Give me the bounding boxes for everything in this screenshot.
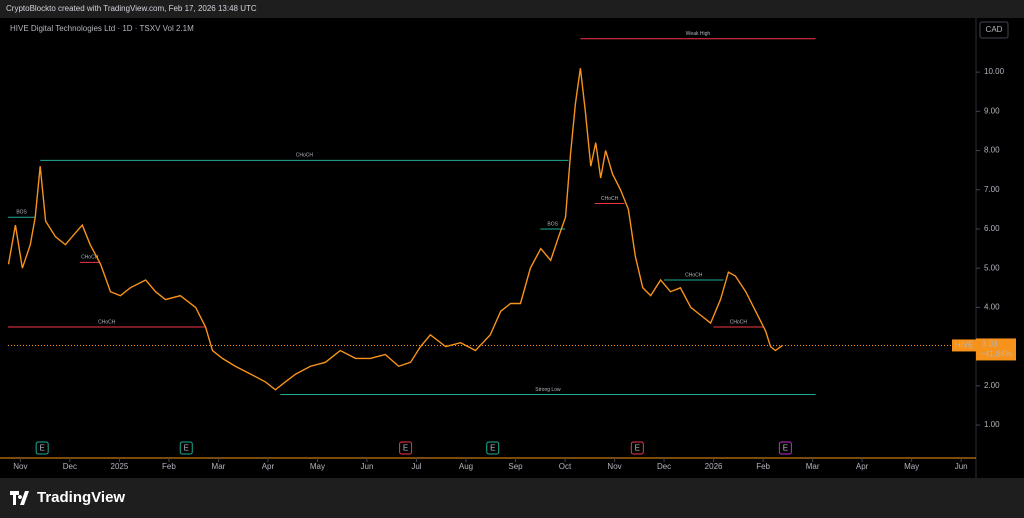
- price-line: [7, 68, 783, 391]
- earnings-label: E: [490, 444, 495, 453]
- x-tick-label: 2025: [111, 462, 129, 471]
- x-tick-label: Jun: [361, 462, 374, 471]
- structure-label: Weak High: [686, 31, 711, 37]
- y-tick-label: 9.00: [984, 106, 1000, 115]
- symbol-name: HIVE: [955, 341, 974, 350]
- structure-label: CHoCH: [296, 153, 314, 159]
- earnings-marker: [399, 441, 413, 455]
- x-tick-label: Jun: [955, 462, 968, 471]
- earnings-label: E: [635, 444, 640, 453]
- x-tick-label: Dec: [63, 462, 77, 471]
- structure-label: BOS: [16, 210, 27, 216]
- x-tick-label: Mar: [212, 462, 226, 471]
- change: −41.84%: [980, 350, 1012, 359]
- x-tick-label: Feb: [162, 462, 176, 471]
- y-tick-label: 4.00: [984, 303, 1000, 312]
- earnings-label: E: [184, 444, 189, 453]
- x-tick-label: Feb: [756, 462, 770, 471]
- chart: CAD HIVE Digital Technologies Ltd · 1D ·…: [0, 18, 1024, 478]
- structure-label: CHoCH: [730, 319, 748, 325]
- earnings-marker: [486, 441, 500, 455]
- earnings-marker: [35, 441, 49, 455]
- structure-label: CHoCH: [98, 319, 116, 325]
- x-tick-label: Mar: [806, 462, 820, 471]
- x-tick-label: May: [904, 462, 919, 471]
- x-tick-label: Apr: [262, 462, 275, 471]
- symbol-tag: [952, 339, 976, 352]
- structure-label: BOS: [547, 221, 558, 227]
- y-tick-label: 1.00: [984, 420, 1000, 429]
- x-tick-label: Jul: [411, 462, 421, 471]
- y-tick-label: 7.00: [984, 185, 1000, 194]
- footer: TradingView: [0, 478, 1024, 518]
- currency: CAD: [986, 25, 1003, 34]
- currency-box[interactable]: [979, 21, 1009, 39]
- x-tick-label: Apr: [856, 462, 869, 471]
- x-tick-label: Sep: [508, 462, 523, 471]
- x-tick-label: Dec: [657, 462, 671, 471]
- y-tick-label: 6.00: [984, 224, 1000, 233]
- x-tick-label: May: [310, 462, 325, 471]
- earnings-marker: [179, 441, 193, 455]
- brand: TradingView: [37, 489, 126, 506]
- structure-label: CHoCH: [601, 196, 619, 202]
- symbol-title: HIVE Digital Technologies Ltd · 1D · TSX…: [10, 24, 194, 33]
- y-tick-label: 8.00: [984, 146, 1000, 155]
- earnings-label: E: [403, 444, 408, 453]
- earnings-marker: [630, 441, 644, 455]
- x-tick-label: 2026: [705, 462, 723, 471]
- earnings-marker: [778, 441, 792, 455]
- earnings-label: E: [783, 444, 788, 453]
- structure-label: CHoCH: [81, 255, 99, 261]
- earnings-label: E: [39, 444, 44, 453]
- header: CryptoBlockto created with TradingView.c…: [0, 0, 1024, 18]
- x-tick-label: Nov: [607, 462, 621, 471]
- x-tick-label: Aug: [459, 462, 473, 471]
- background: [0, 18, 1024, 478]
- y-tick-label: 5.00: [984, 263, 1000, 272]
- logo: [10, 491, 29, 505]
- last-price: 3.03: [982, 340, 998, 349]
- price-tag: [976, 338, 1016, 361]
- y-tick-label: 10.00: [984, 67, 1005, 76]
- structure-label: CHoCH: [685, 272, 703, 278]
- x-tick-label: Oct: [559, 462, 572, 471]
- structure-label: Strong Low: [535, 387, 561, 393]
- y-tick-label: 2.00: [984, 381, 1000, 390]
- x-tick-label: Nov: [13, 462, 27, 471]
